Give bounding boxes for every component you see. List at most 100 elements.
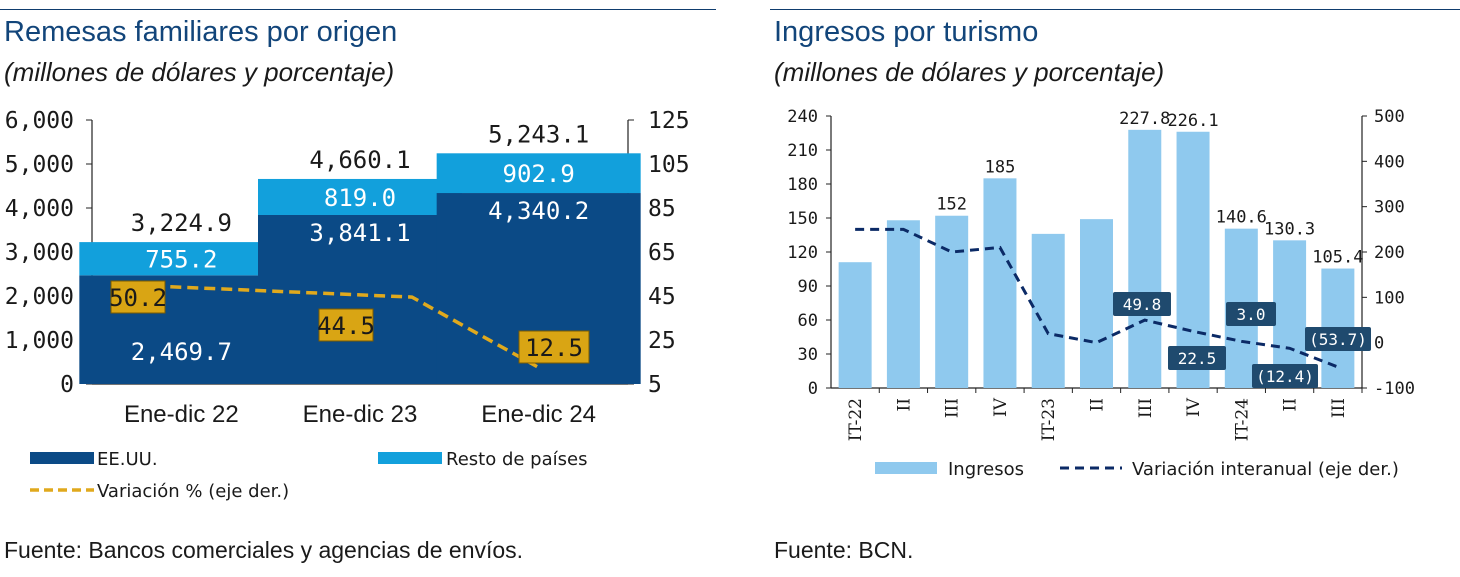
legend-label-resto: Resto de países: [446, 449, 587, 470]
bar-ingresos: [1031, 233, 1065, 388]
bar-value-label: 152: [936, 195, 967, 215]
remittances-chart: 0 1,000 2,000 3,000 4,000 5,000 6,000 5 25 45 65 85…: [5, 108, 690, 502]
series-line-variacion: [119, 282, 540, 370]
bar-ingresos: [1128, 129, 1162, 388]
x-tick-label: III: [1136, 398, 1156, 418]
chart-source: Fuente: Bancos comerciales y agencias de…: [4, 537, 524, 563]
y-tick-label: 6,000: [5, 108, 74, 134]
top-rule: [0, 9, 716, 10]
bar-ingresos: [1176, 131, 1210, 388]
legend-label-eeuu: EE.UU.: [97, 449, 158, 470]
chart-title: Remesas familiares por origen: [4, 16, 398, 48]
x-tick-label: IV: [1184, 397, 1204, 417]
y2-tick-label: 125: [648, 108, 690, 134]
x-tick-label: II: [1281, 398, 1301, 411]
line-label-box: [318, 308, 374, 342]
y-tick-label: 5,000: [5, 152, 74, 178]
bar-ingresos: [1273, 240, 1307, 388]
bar-value-label: 105.4: [1312, 248, 1363, 268]
x-tick-label: Ene-dic 22: [124, 401, 239, 428]
line-label-box: [110, 280, 166, 314]
y-tick-label: 240: [787, 107, 818, 127]
y-tick-label: 30: [798, 345, 818, 365]
x-tick-label: Ene-dic 23: [303, 401, 418, 428]
legend-swatch-ingresos: [875, 462, 937, 474]
line-label: 22.5: [1178, 349, 1217, 368]
line-label-box: [1113, 292, 1171, 316]
remittances-panel: Remesas familiares por origen (millones …: [0, 0, 720, 577]
y-tick-label: 2,000: [5, 284, 74, 310]
bar-resto: [258, 178, 462, 215]
y2-tick-label: 200: [1374, 243, 1405, 263]
x-tick-label: IT-23: [1039, 398, 1059, 441]
bar-value-label: 226.1: [1167, 111, 1218, 131]
x-tick-label: III: [943, 398, 963, 418]
series-line-variacion: [855, 227, 1339, 369]
x-tick-label: II: [1088, 398, 1108, 411]
y2-tick-label: 100: [1374, 288, 1405, 308]
tourism-panel: Ingresos por turismo (millones de dólare…: [770, 0, 1460, 577]
chart-subtitle: (millones de dólares y porcentaje): [774, 57, 1165, 87]
y-tick-label: 1,000: [5, 328, 74, 354]
line-label-box: [1305, 327, 1371, 351]
y2-tick-label: 45: [648, 284, 676, 310]
data-label-total: 4,660.1: [309, 146, 410, 174]
y-tick-label: 90: [798, 277, 818, 297]
legend-swatch-eeuu: [30, 452, 94, 464]
bar-ingresos: [983, 178, 1017, 388]
bar-value-label: 185: [985, 157, 1016, 177]
y-tick-label: 3,000: [5, 240, 74, 266]
legend-label-variacion: Variación interanual (eje der.): [1132, 459, 1399, 480]
line-label: 3.0: [1237, 305, 1266, 324]
y2-tick-label: 5: [648, 372, 662, 398]
chart-subtitle: (millones de dólares y porcentaje): [4, 57, 395, 87]
legend-swatch-resto: [378, 452, 442, 464]
tourism-chart: 0 30 60 90 120 150 180 210 240 -100 0 100 200 300 400 5…: [787, 107, 1415, 480]
bar-ingresos: [838, 262, 872, 388]
x-tick-label: IT-22: [846, 398, 866, 441]
y2-tick-label: 105: [648, 152, 690, 178]
bar-value-label: 140.6: [1216, 208, 1267, 228]
top-rule: [770, 9, 1460, 10]
y2-tick-label: 300: [1374, 198, 1405, 218]
line-label-box: [518, 330, 590, 364]
line-label-box: [1168, 346, 1226, 370]
data-label-resto: 755.2: [145, 246, 217, 274]
chart-title: Ingresos por turismo: [774, 16, 1039, 48]
y-tick-label: 120: [787, 243, 818, 263]
bar-value-label: 130.3: [1264, 219, 1315, 239]
line-label-box: [1226, 302, 1276, 326]
data-label-resto: 902.9: [503, 160, 575, 188]
y-tick-label: 0: [808, 379, 818, 399]
y2-tick-label: 0: [1374, 334, 1384, 354]
line-label: (53.7): [1309, 330, 1367, 349]
legend-label-variacion: Variación % (eje der.): [97, 481, 289, 502]
bar-ingresos: [886, 220, 920, 388]
data-label-total: 5,243.1: [488, 120, 589, 148]
y2-tick-label: 500: [1374, 107, 1405, 127]
legend-label-ingresos: Ingresos: [948, 459, 1024, 480]
data-label-resto: 819.0: [324, 184, 396, 212]
x-tick-label: III: [1329, 398, 1349, 418]
x-tick-label: Ene-dic 24: [481, 401, 596, 428]
y-tick-label: 60: [798, 311, 818, 331]
y-tick-label: 4,000: [5, 196, 74, 222]
y-tick-label: 180: [787, 175, 818, 195]
line-label: 50.2: [109, 284, 167, 312]
bar-value-label: 227.8: [1119, 109, 1170, 129]
y2-tick-label: 25: [648, 328, 676, 354]
line-label-box: [1252, 364, 1318, 388]
bar-eeuu: [258, 214, 462, 384]
y2-tick-label: 400: [1374, 152, 1405, 172]
data-label-eeuu: 2,469.7: [131, 338, 232, 366]
y2-tick-label: 85: [648, 196, 676, 222]
data-label-eeuu: 4,340.2: [488, 197, 589, 225]
bar-resto: [79, 242, 284, 276]
line-label: 12.5: [525, 334, 583, 362]
data-label-total: 3,224.9: [131, 209, 232, 237]
x-tick-label: IV: [991, 397, 1011, 417]
x-tick-label: II: [894, 398, 914, 411]
y-tick-label: 210: [787, 141, 818, 161]
line-label: (12.4): [1256, 367, 1314, 386]
y2-tick-label: 65: [648, 240, 676, 266]
